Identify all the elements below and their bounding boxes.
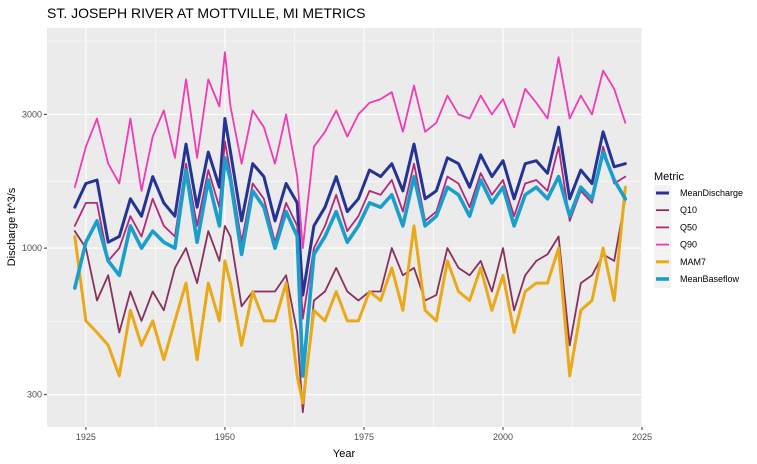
- x-axis: 1925 1950 1975 2000 2025: [76, 427, 652, 442]
- legend-label: Q90: [680, 240, 697, 250]
- legend: Metric MeanDischarge Q10 Q50 Q90 MAM7 MeanBas…: [654, 171, 743, 288]
- series-line-meanbaseflow: [73, 150, 628, 378]
- plot-panel: [47, 28, 642, 427]
- grid: [47, 28, 643, 427]
- legend-label: Q10: [680, 205, 697, 215]
- legend-label: MeanBaseflow: [680, 274, 740, 284]
- x-tick-label: 1950: [215, 432, 235, 442]
- x-tick-label: 2000: [493, 432, 513, 442]
- x-tick-label: 1975: [354, 432, 374, 442]
- legend-label: Q50: [680, 222, 697, 232]
- legend-label: MAM7: [680, 257, 706, 267]
- series-line-mam7: [73, 185, 627, 405]
- chart-title: ST. JOSEPH RIVER AT MOTTVILLE, MI METRIC…: [47, 5, 365, 21]
- legend-label: MeanDischarge: [680, 188, 743, 198]
- series-line-q90: [73, 51, 627, 250]
- x-axis-title: Year: [333, 448, 356, 460]
- series-line-meandischarge: [73, 117, 627, 297]
- series-line-q10: [73, 197, 627, 414]
- x-tick-label: 1925: [76, 432, 96, 442]
- legend-title: Metric: [654, 171, 684, 183]
- y-tick-label: 1000: [22, 243, 42, 253]
- series-lines: [73, 51, 628, 414]
- series-line-q50: [73, 140, 627, 320]
- x-tick-label: 2025: [632, 432, 652, 442]
- y-axis-title: Discharge ft^3/s: [6, 187, 18, 266]
- y-axis: 300 1000 3000: [22, 109, 47, 400]
- y-tick-label: 300: [27, 390, 42, 400]
- y-tick-label: 3000: [22, 109, 42, 119]
